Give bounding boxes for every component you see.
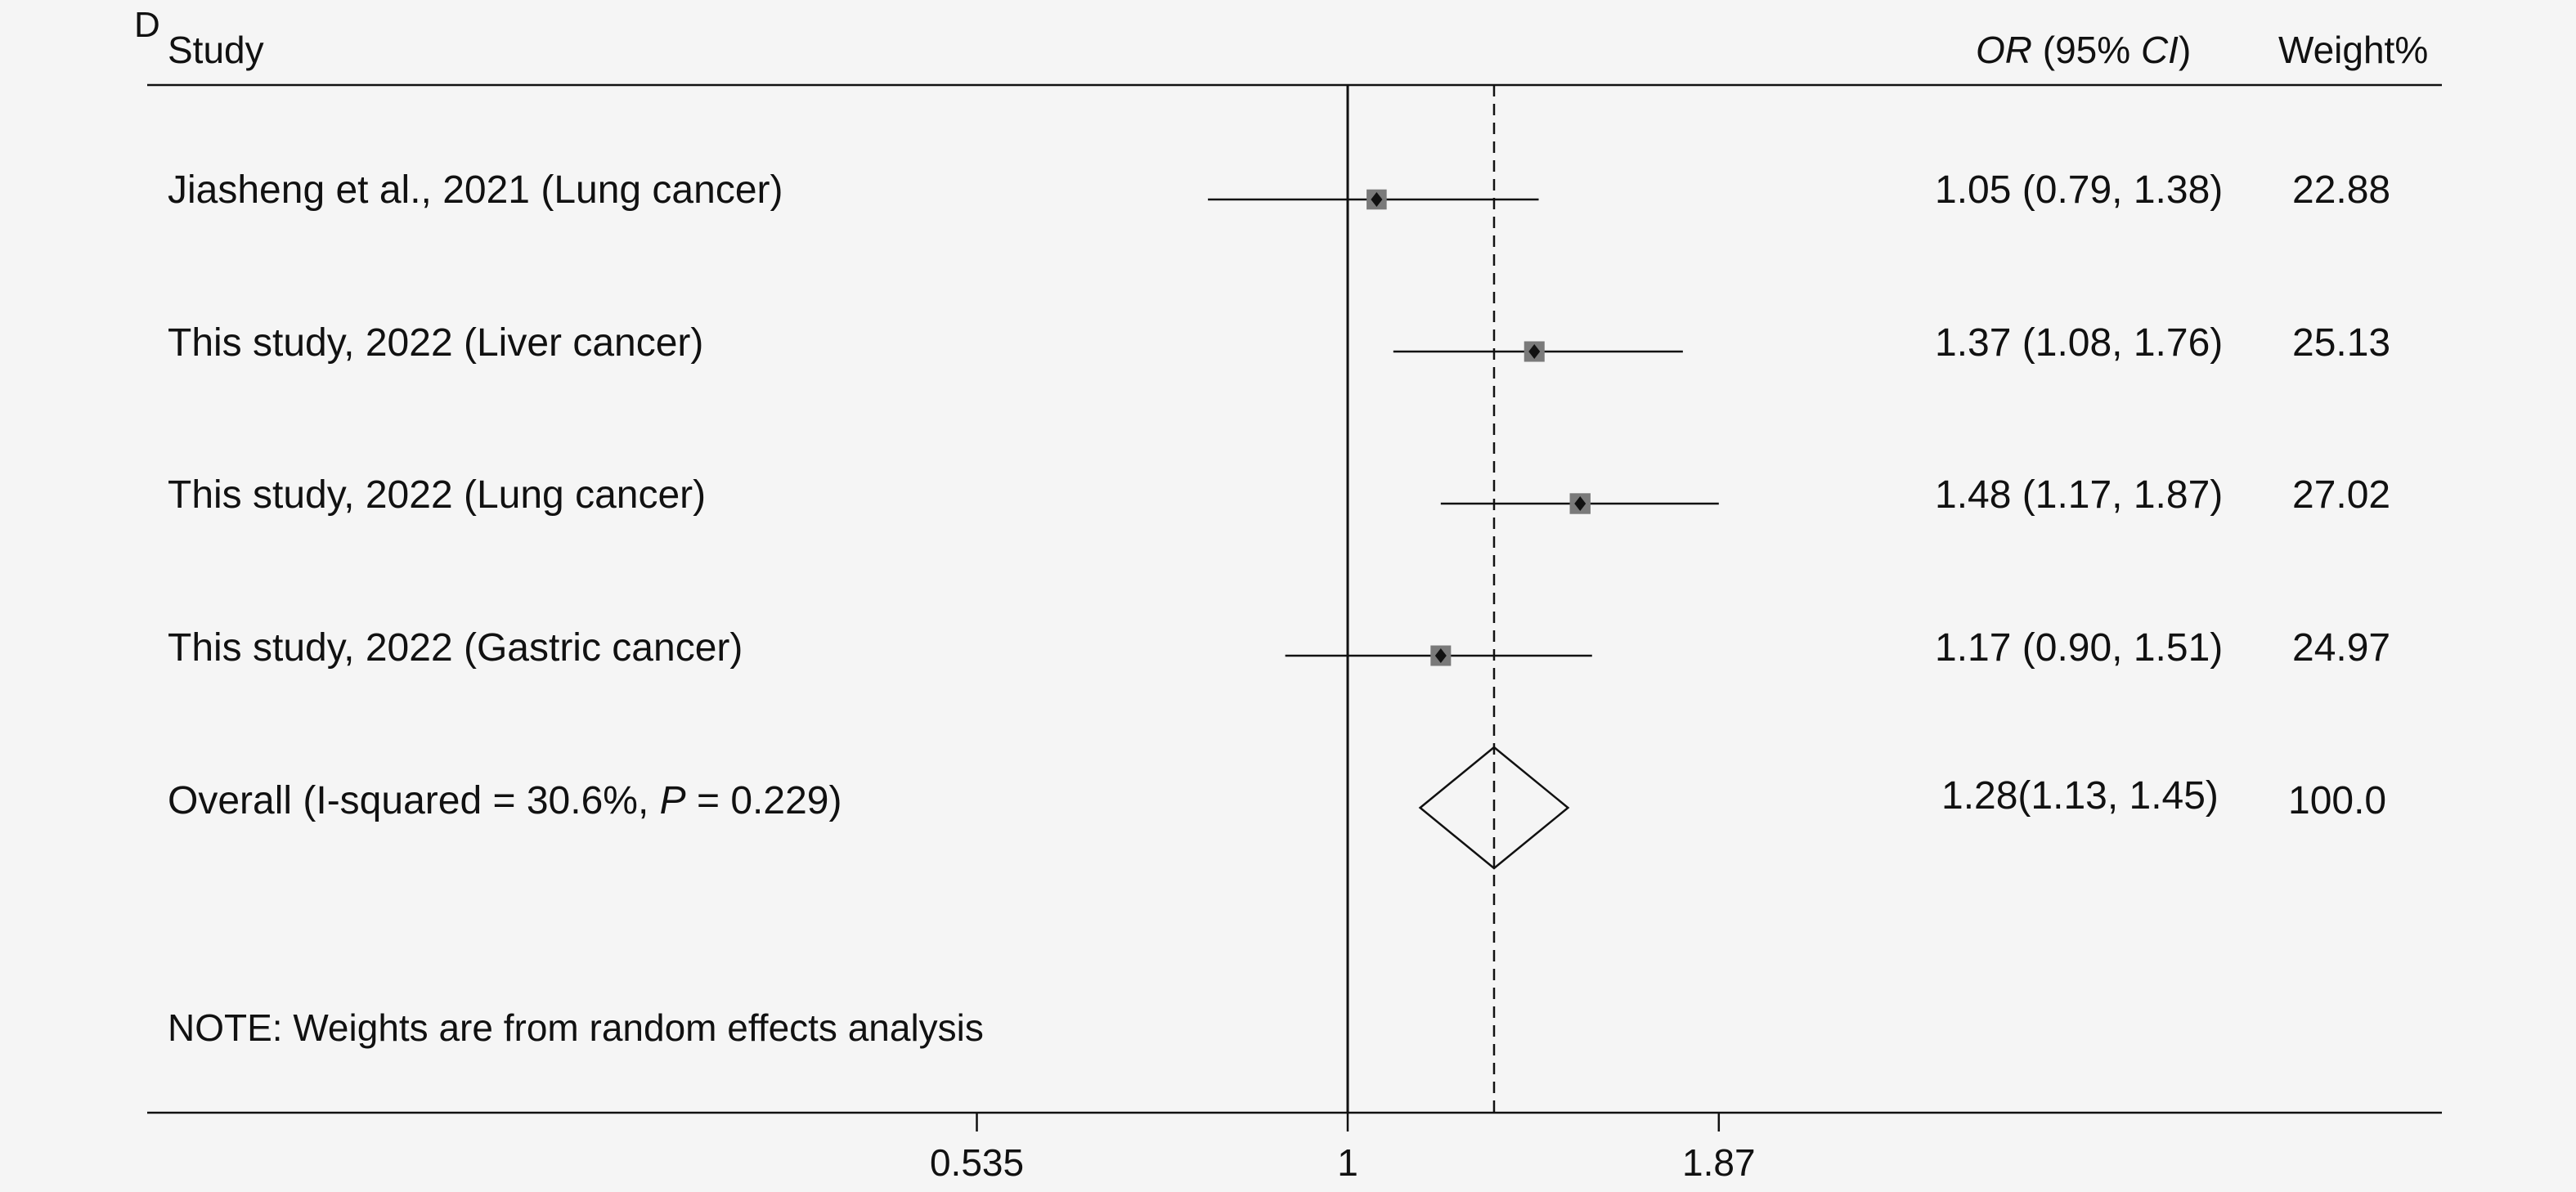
x-tick-label: 1 xyxy=(1337,1141,1358,1184)
study-label: Jiasheng et al., 2021 (Lung cancer) xyxy=(168,168,783,212)
overall-label-post: = 0.229) xyxy=(685,779,842,822)
study-point-marker xyxy=(1434,648,1447,663)
study-or-text: 1.17 (0.90, 1.51) xyxy=(1935,626,2224,670)
ci-italic: CI xyxy=(2140,29,2179,71)
overall-label: Overall (I-squared = 30.6%, P = 0.229) xyxy=(168,778,841,823)
overall-weight-text: 100.0 xyxy=(2288,779,2387,822)
or-italic: OR xyxy=(1976,29,2032,71)
study-weight-text: 27.02 xyxy=(2292,473,2391,517)
overall-or-text: 1.28(1.13, 1.45) xyxy=(1941,774,2219,818)
study-label: This study, 2022 (Lung cancer) xyxy=(168,473,707,517)
study-label: This study, 2022 (Liver cancer) xyxy=(168,321,704,365)
study-or-text: 1.05 (0.79, 1.38) xyxy=(1935,168,2224,212)
study-weight-text: 24.97 xyxy=(2292,626,2391,670)
x-tick-label: 1.87 xyxy=(1682,1141,1756,1184)
or-header-suffix: ) xyxy=(2178,29,2192,71)
or-column-header: OR (95% CI) xyxy=(1976,28,2191,72)
pooled-diamond xyxy=(1418,746,1570,870)
weights-note: NOTE: Weights are from random effects an… xyxy=(168,1006,984,1049)
overall-p-italic: P xyxy=(659,779,686,822)
study-or-text: 1.48 (1.17, 1.87) xyxy=(1935,473,2224,517)
study-or-text: 1.37 (1.08, 1.76) xyxy=(1935,321,2224,365)
study-point-marker xyxy=(1574,496,1586,511)
study-weight-text: 22.88 xyxy=(2292,168,2391,212)
overall-label-pre: Overall (I-squared = 30.6%, xyxy=(168,779,660,822)
study-point-marker xyxy=(1371,192,1383,207)
panel-letter: D xyxy=(134,5,160,45)
x-tick-label: 0.535 xyxy=(929,1141,1025,1184)
study-column-header: Study xyxy=(168,29,264,71)
study-point-marker xyxy=(1528,344,1541,359)
weight-column-header: Weight% xyxy=(2278,29,2429,71)
study-weight-text: 25.13 xyxy=(2292,321,2391,365)
study-label: This study, 2022 (Gastric cancer) xyxy=(168,626,743,670)
or-header-mid: (95% xyxy=(2032,29,2141,71)
